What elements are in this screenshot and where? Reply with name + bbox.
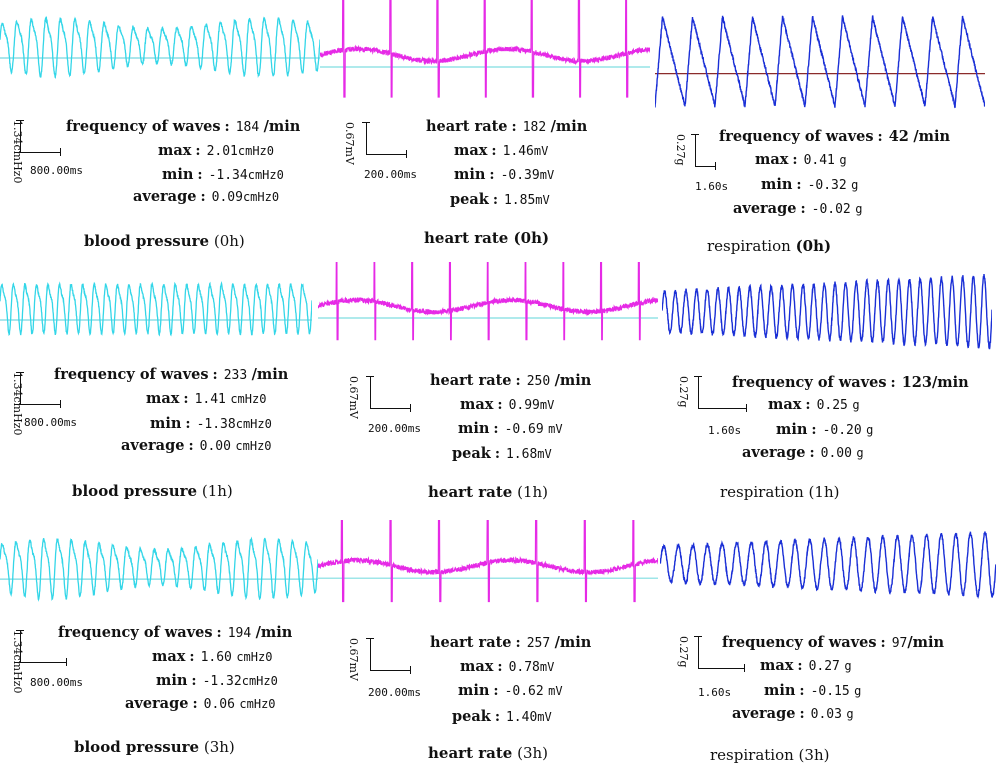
- waveform-trace: [662, 273, 992, 350]
- stat-max: max:1.41 cmHz0: [146, 390, 267, 407]
- stat-peak: peak:1.85mV: [450, 191, 550, 208]
- waveform-trace: [320, 0, 650, 98]
- stat-min: min: -0.15 g: [764, 682, 862, 699]
- scale-horizontal-label: 200.00ms: [368, 422, 421, 435]
- panel-caption: respiration (3h): [710, 746, 830, 764]
- stat-frequency: frequency of waves:123/min: [732, 374, 969, 391]
- stat-average: average:0.09cmHz0: [133, 188, 280, 205]
- stat-max: max:0.78mV: [460, 658, 555, 675]
- scale-horizontal-label: 1.60s: [708, 424, 742, 437]
- stat-max: max:0.99mV: [460, 396, 555, 413]
- waveform-trace: [318, 520, 658, 603]
- stat-min: min: -0.39mV: [454, 166, 555, 183]
- scale-horizontal-label: 200.00ms: [364, 168, 417, 181]
- respiration-waveform: [662, 273, 992, 350]
- stat-min: min: -1.38cmHz0: [150, 415, 272, 432]
- panel-heart-rate-0h: 0.67mV 200.00ms heart rate:182 /min max:…: [320, 0, 653, 255]
- waveform-trace: [0, 536, 318, 602]
- blood-pressure-waveform: [0, 280, 312, 337]
- scale-vertical-label: 0.67mV: [347, 638, 360, 681]
- panel-caption: heart rate (0h): [424, 229, 550, 247]
- panel-caption: heart rate (1h): [428, 483, 549, 501]
- panel-respiration-1h: 0.27g 1.60s frequency of waves:123/min m…: [662, 262, 995, 517]
- stat-max: max:1.60 cmHz0: [152, 648, 273, 665]
- scale-horizontal-label: 800.00ms: [30, 164, 83, 177]
- waveform-trace: [660, 531, 996, 600]
- panel-respiration-0h: 0.27g 1.60s frequency of waves:42 /min m…: [655, 0, 988, 255]
- waveform-trace: [655, 15, 985, 109]
- scale-vertical-label: 0.27g: [674, 134, 687, 166]
- ecg-waveform: [318, 262, 658, 341]
- stat-average: average:0.00 g: [742, 444, 864, 461]
- waveform-trace: [318, 262, 658, 341]
- stat-frequency: frequency of waves:194 /min: [58, 624, 293, 641]
- stat-average: average: -0.02 g: [733, 200, 863, 217]
- stat-min: min: -1.34cmHz0: [162, 166, 284, 183]
- stat-average: average:0.00 cmHz0: [121, 437, 272, 454]
- stat-max: max:0.27 g: [760, 657, 852, 674]
- stat-min: min: -0.32 g: [761, 176, 859, 193]
- scale-horizontal-label: 1.60s: [698, 686, 732, 699]
- panel-blood-pressure-3h: 1.34cmHz0 800.00ms frequency of waves:19…: [0, 520, 333, 775]
- stat-min: min: -0.69 mV: [458, 420, 563, 437]
- stat-peak: peak:1.40mV: [452, 708, 552, 725]
- scale-vertical-label: 0.27g: [677, 376, 690, 408]
- scale-horizontal-label: 800.00ms: [30, 676, 83, 689]
- panel-respiration-3h: 0.27g 1.60s frequency of waves:97/min ma…: [660, 520, 996, 775]
- stat-heart-rate: heart rate:250 /min: [430, 372, 592, 389]
- ecg-waveform: [318, 520, 658, 603]
- scale-vertical-label: 1.34cmHz0: [11, 630, 24, 694]
- stat-min: min: -0.62 mV: [458, 682, 563, 699]
- stat-min: min: -0.20 g: [776, 421, 874, 438]
- ecg-waveform: [320, 0, 650, 98]
- stat-average: average:0.03 g: [732, 705, 854, 722]
- stat-frequency: frequency of waves:233 /min: [54, 366, 289, 383]
- panel-blood-pressure-0h: 1.34cmHz0 800.00ms frequency of waves:18…: [0, 0, 333, 255]
- respiration-waveform: [655, 15, 985, 109]
- stat-max: max:2.01cmHz0: [158, 142, 274, 159]
- panel-caption: blood pressure (1h): [72, 482, 233, 500]
- stat-frequency: frequency of waves:184 /min: [66, 118, 301, 135]
- blood-pressure-waveform: [0, 536, 318, 602]
- stat-frequency: frequency of waves:42 /min: [719, 128, 951, 145]
- waveform-trace: [0, 280, 312, 337]
- stat-min: min: -1.32cmHz0: [156, 672, 278, 689]
- blood-pressure-waveform: [0, 15, 320, 79]
- panel-caption: blood pressure (0h): [84, 232, 245, 250]
- stat-max: max:0.41 g: [755, 151, 847, 168]
- scale-vertical-label: 0.67mV: [343, 122, 356, 165]
- respiration-waveform: [660, 531, 996, 600]
- scale-vertical-label: 1.34cmHz0: [11, 120, 24, 184]
- stat-frequency: frequency of waves:97/min: [722, 634, 945, 651]
- stat-average: average:0.06 cmHz0: [125, 695, 276, 712]
- stat-max: max:0.25 g: [768, 396, 860, 413]
- stat-heart-rate: heart rate:182 /min: [426, 118, 588, 135]
- waveform-trace: [0, 15, 320, 79]
- scale-horizontal-label: 200.00ms: [368, 686, 421, 699]
- panel-caption: respiration (1h): [720, 483, 840, 501]
- scale-vertical-label: 0.67mV: [347, 376, 360, 419]
- scale-horizontal-label: 800.00ms: [24, 416, 77, 429]
- scale-vertical-label: 1.34cmHz0: [11, 372, 24, 436]
- panel-heart-rate-1h: 0.67mV 200.00ms heart rate:250 /min max:…: [318, 262, 658, 517]
- stat-max: max:1.46mV: [454, 142, 549, 159]
- scale-vertical-label: 0.27g: [677, 636, 690, 668]
- panel-caption: blood pressure (3h): [74, 738, 235, 756]
- panel-caption: heart rate (3h): [428, 744, 549, 762]
- scale-horizontal-label: 1.60s: [695, 180, 729, 193]
- panel-heart-rate-3h: 0.67mV 200.00ms heart rate:257 /min max:…: [318, 520, 658, 775]
- stat-heart-rate: heart rate:257 /min: [430, 634, 592, 651]
- panel-caption: respiration (0h): [707, 237, 832, 255]
- stat-peak: peak:1.68mV: [452, 445, 552, 462]
- panel-blood-pressure-1h: 1.34cmHz0 800.00ms frequency of waves:23…: [0, 262, 333, 517]
